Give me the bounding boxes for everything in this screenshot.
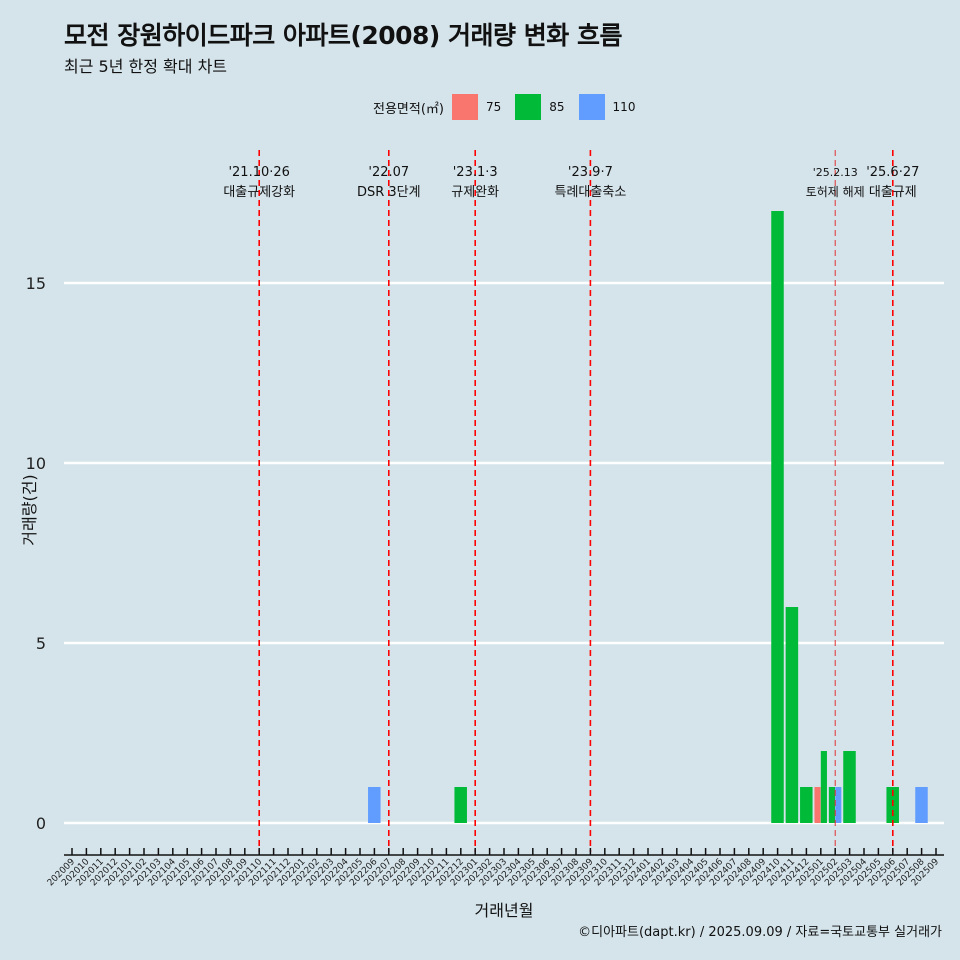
event-date: '25.6·27 — [866, 165, 919, 180]
chart-subtitle: 최근 5년 한정 확대 차트 — [64, 57, 228, 76]
event-date: '22.07 — [368, 165, 409, 180]
bar-110-202206 — [368, 787, 381, 823]
legend-key-75 — [451, 94, 478, 120]
bar-110-202502 — [835, 787, 842, 823]
bar-85-202410 — [771, 211, 784, 823]
legend-label-85: 85 — [549, 100, 565, 114]
legend: 전용면적(㎡) 75 85 110 — [373, 93, 649, 121]
chart-title: 모전 장원하이드파크 아파트(2008) 거래량 변화 흐름 — [64, 21, 622, 50]
bar-85-202411 — [785, 607, 799, 823]
legend-label-110: 110 — [612, 100, 636, 114]
bar-85-202501 — [820, 751, 827, 823]
event-label: 대출규제강화 — [223, 185, 295, 200]
event-label: 규제완화 — [451, 185, 499, 200]
legend-label-75: 75 — [485, 100, 502, 114]
legend-key-85 — [515, 94, 542, 120]
bar-75-202501 — [814, 787, 821, 823]
legend-key-110 — [578, 94, 605, 120]
y-tick-label: 5 — [36, 634, 46, 653]
event-label: DSR 3단계 — [357, 185, 421, 200]
legend-title: 전용면적(㎡) — [373, 101, 444, 117]
source-caption: ©디아파트(dapt.kr) / 2025.09.09 / 자료=국토교통부 실… — [578, 925, 942, 940]
event-label: 특례대출축소 — [555, 185, 627, 200]
y-tick-label: 15 — [26, 274, 46, 293]
x-axis-label: 거래년월 — [474, 901, 534, 920]
bar-85-202212 — [454, 787, 467, 823]
y-tick-label: 10 — [26, 454, 46, 473]
event-label: 토허제 해제 — [806, 185, 865, 199]
bar-110-202508 — [915, 787, 928, 823]
event-date: '25.2.13 — [813, 166, 858, 179]
y-axis-label: 거래량(건) — [20, 474, 39, 546]
bar-85-202503 — [843, 751, 856, 823]
bar-85-202502 — [828, 787, 835, 823]
event-date: '23.1·3 — [453, 165, 498, 180]
y-tick-label: 0 — [36, 814, 46, 833]
bar-85-202412 — [800, 787, 813, 823]
event-date: '21.10·26 — [228, 165, 289, 180]
event-label: 대출규제 — [869, 185, 917, 200]
event-date: '23.9·7 — [568, 165, 613, 180]
